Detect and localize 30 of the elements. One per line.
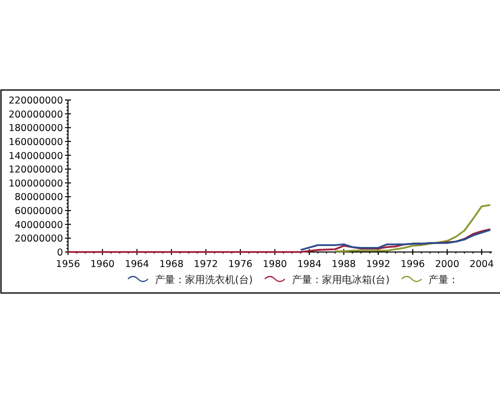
y-tick-label: 20000000 — [14, 234, 63, 245]
x-tick-label: 2004 — [470, 259, 494, 270]
x-tick-label: 1996 — [400, 259, 425, 270]
y-tick-label: 0 — [56, 248, 63, 258]
x-tick-label: 1956 — [56, 259, 80, 270]
x-tick-label: 1960 — [90, 259, 115, 270]
y-tick-label: 40000000 — [14, 220, 63, 231]
y-tick-label: 220000000 — [8, 96, 63, 106]
y-tick-label: 60000000 — [14, 206, 63, 218]
y-tick-label: 180000000 — [8, 123, 63, 134]
x-tick-label: 1988 — [332, 259, 356, 270]
y-tick-label: 120000000 — [8, 164, 63, 176]
x-tick-label: 1976 — [228, 259, 252, 270]
legend-label: 产量： — [428, 274, 459, 286]
y-tick-label: 200000000 — [8, 109, 63, 120]
y-tick-label: 140000000 — [8, 150, 63, 162]
y-tick-label: 80000000 — [14, 192, 63, 204]
line-series — [334, 204, 492, 252]
y-tick-label: 100000000 — [8, 178, 63, 190]
x-tick-label: 1968 — [159, 259, 184, 270]
line-series — [300, 228, 492, 251]
x-tick-label: 1964 — [124, 259, 150, 270]
legend-label: 产量：家用洗衣机(台) — [155, 274, 253, 286]
legend-label: 产量：家用电冰箱(台) — [292, 274, 390, 286]
y-tick-label: 160000000 — [8, 136, 63, 148]
x-tick-label: 1980 — [262, 259, 287, 270]
x-tick-label: 1992 — [366, 259, 390, 270]
x-tick-label: 2000 — [435, 259, 460, 270]
x-tick-label: 1984 — [297, 259, 322, 270]
x-tick-label: 1972 — [194, 259, 218, 270]
